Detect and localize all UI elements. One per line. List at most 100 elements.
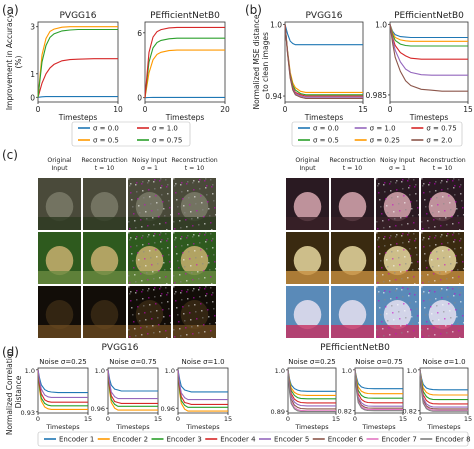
noise-pixel [394, 272, 396, 274]
image-cell [83, 232, 126, 284]
noise-pixel [204, 223, 206, 225]
noise-pixel [441, 243, 443, 245]
noise-pixel [385, 198, 387, 200]
noise-pixel [210, 233, 212, 235]
noise-pixel [433, 327, 435, 329]
noise-pixel [150, 203, 152, 205]
noise-pixel [414, 229, 416, 231]
noise-pixel [157, 263, 159, 265]
noise-pixel [156, 310, 158, 312]
noise-pixel [421, 286, 423, 288]
noise-pixel [156, 256, 158, 258]
noise-pixel [405, 209, 407, 211]
noise-pixel [378, 291, 380, 293]
noise-pixel [457, 215, 459, 217]
noise-pixel [427, 220, 429, 222]
noise-pixel [438, 211, 440, 213]
noise-pixel [185, 219, 187, 221]
noise-pixel [201, 202, 203, 204]
noise-pixel [450, 263, 452, 265]
noise-pixel [179, 328, 181, 330]
noise-pixel [446, 332, 448, 334]
noise-pixel [387, 212, 389, 214]
y-tick-label: 0.96 [161, 405, 175, 413]
image-subject [293, 192, 322, 222]
noise-pixel [386, 259, 388, 261]
noise-pixel [429, 191, 431, 193]
noise-pixel [199, 296, 201, 298]
noise-pixel [130, 246, 132, 248]
noise-pixel [413, 222, 415, 224]
noise-pixel [193, 234, 195, 236]
noise-pixel [432, 212, 434, 214]
image-cell [376, 178, 420, 231]
noise-pixel [424, 307, 426, 309]
noise-pixel [166, 337, 168, 339]
y-tick-label: 0 [137, 94, 142, 103]
noise-pixel [166, 294, 168, 296]
noise-pixel [394, 326, 396, 328]
noise-pixel [453, 178, 455, 180]
noise-pixel [389, 280, 391, 282]
noise-pixel [153, 181, 155, 183]
noise-pixel [144, 312, 146, 314]
noise-pixel [206, 293, 208, 295]
legend-d: Encoder 1 Encoder 2 Encoder 3 Encoder 4 Enco… [37, 431, 471, 447]
legend-box [37, 431, 469, 447]
noise-pixel [381, 321, 383, 323]
y-tick-label: 1.0 [270, 20, 282, 29]
column-header: σ = 1 [141, 165, 158, 172]
noise-pixel [166, 229, 168, 231]
noise-pixel [394, 218, 396, 220]
x-axis-label: Timesteps [409, 113, 449, 122]
y-tick-label: 0.82 [403, 408, 417, 416]
noise-pixel [412, 323, 414, 325]
noise-pixel [160, 286, 162, 288]
image-subject [338, 246, 367, 276]
noise-pixel [198, 289, 200, 291]
noise-pixel [186, 291, 188, 293]
image-cell [83, 286, 126, 338]
noise-pixel [183, 205, 185, 207]
y-tick-label: 0.89 [271, 408, 285, 416]
image-cell [376, 232, 420, 285]
noise-pixel [202, 263, 204, 265]
noise-pixel [160, 187, 162, 189]
noise-pixel [415, 193, 417, 195]
image-ground [376, 217, 419, 230]
noise-pixel [452, 223, 454, 225]
noise-pixel [447, 179, 449, 181]
image-cell [421, 232, 465, 285]
noise-pixel [204, 288, 206, 290]
x-tick-label: 0 [36, 415, 40, 423]
noise-pixel [450, 209, 452, 211]
image-ground [421, 325, 464, 338]
series-line-σ-=-2.0 [284, 24, 363, 99]
image-cell [331, 286, 374, 338]
noise-pixel [156, 202, 158, 204]
noise-pixel [399, 264, 401, 266]
noise-pixel [191, 326, 193, 328]
noise-pixel [188, 251, 190, 253]
noise-pixel [211, 337, 213, 339]
noise-pixel [426, 267, 428, 269]
image-cell [38, 286, 81, 338]
noise-pixel [138, 313, 140, 315]
chart-d-3: Noise σ=1.0 0 15 Timesteps 1.0 0.96 [161, 358, 233, 431]
y-tick-label: 0.985 [366, 91, 388, 100]
noise-pixel [454, 302, 456, 304]
noise-pixel [456, 316, 458, 318]
noise-pixel [392, 258, 394, 260]
noise-pixel [402, 296, 404, 298]
noise-pixel [129, 228, 131, 230]
image-grid-right [286, 178, 465, 339]
y-tick-label: 1.0 [275, 367, 285, 375]
legend-label: σ = 1.0 [152, 125, 178, 133]
noise-pixel [169, 315, 171, 317]
noise-pixel [413, 179, 415, 181]
noise-pixel [183, 259, 185, 261]
noise-pixel [167, 292, 169, 294]
noise-pixel [128, 178, 130, 180]
noise-pixel [212, 238, 214, 240]
noise-pixel [186, 237, 188, 239]
